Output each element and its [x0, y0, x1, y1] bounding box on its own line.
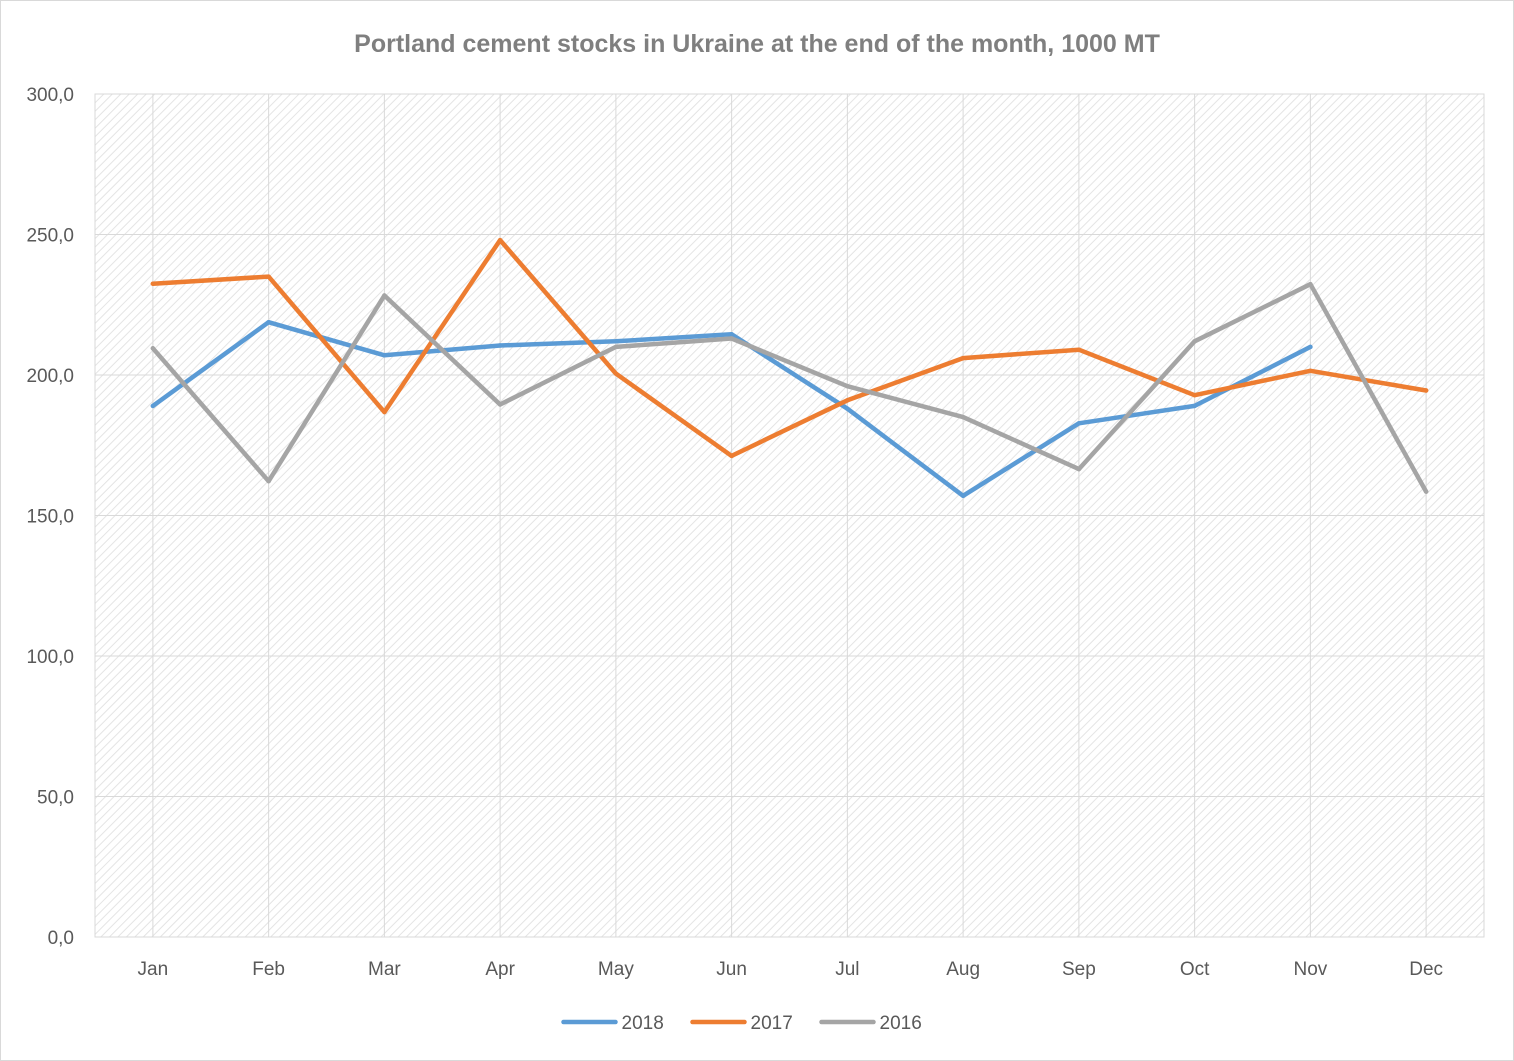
data-point-2016-Apr [497, 402, 503, 407]
data-point-2016-Nov [1308, 282, 1313, 287]
legend-label-2018: 2018 [622, 1013, 664, 1034]
data-point-2016-Jan [150, 346, 156, 351]
x-tick-label: Jul [835, 959, 859, 980]
data-point-2016-Feb [266, 479, 271, 484]
series-line-2017 [150, 237, 1429, 459]
x-tick-label: Jun [716, 959, 747, 980]
data-point-2017-Dec [1423, 388, 1429, 393]
data-point-2017-Nov [1308, 368, 1313, 373]
data-point-2018-Jun [729, 332, 734, 337]
x-tick-label: Jan [138, 959, 169, 980]
y-tick-label: 150,0 [26, 507, 74, 528]
data-point-2017-Feb [266, 274, 271, 279]
series-lines [150, 237, 1429, 499]
x-tick-label: Apr [485, 959, 515, 980]
x-tick-label: Nov [1293, 959, 1327, 980]
data-point-2016-Dec [1423, 489, 1429, 494]
gridlines [95, 93, 1484, 938]
data-point-2018-Aug [960, 493, 966, 499]
data-point-2018-Sep [1076, 421, 1082, 426]
data-point-2017-Apr [497, 237, 503, 243]
data-point-2016-May [613, 344, 619, 350]
series-line-2016 [150, 281, 1429, 494]
data-point-2016-Aug [960, 414, 966, 420]
legend-label-2017: 2017 [751, 1013, 793, 1034]
x-tick-label: Sep [1062, 959, 1096, 980]
x-tick-label: Feb [252, 959, 285, 980]
y-tick-label: 100,0 [26, 647, 74, 668]
data-point-2017-May [613, 371, 619, 376]
x-tick-label: Dec [1409, 959, 1443, 980]
x-tick-label: Mar [368, 959, 401, 980]
plot-border [94, 93, 1485, 938]
x-tick-label: May [598, 959, 634, 980]
data-point-2018-Jul [845, 406, 850, 411]
data-point-2018-Mar [382, 353, 387, 358]
y-tick-label: 300,0 [26, 85, 74, 106]
data-point-2018-Apr [497, 343, 503, 348]
data-point-2017-Oct [1192, 393, 1197, 398]
data-point-2017-Sep [1076, 347, 1082, 352]
y-tick-label: 50,0 [37, 788, 74, 809]
data-point-2016-Jul [845, 384, 850, 389]
data-point-2017-Mar [382, 409, 387, 415]
legend-label-2016: 2016 [880, 1013, 922, 1034]
y-tick-label: 250,0 [26, 226, 74, 247]
data-point-2016-Jun [729, 336, 734, 341]
data-point-2016-Sep [1076, 466, 1082, 472]
data-point-2016-Oct [1192, 339, 1197, 344]
legend: 2018 2017 2016 [561, 1013, 922, 1034]
data-point-2017-Jan [150, 281, 156, 286]
data-point-2018-May [613, 339, 619, 344]
data-point-2016-Mar [382, 293, 387, 298]
data-point-2018-Jan [150, 403, 156, 409]
y-tick-label: 200,0 [26, 366, 74, 387]
data-point-2017-Jun [729, 453, 734, 459]
data-point-2018-Nov [1308, 344, 1313, 350]
y-tick-label: 0,0 [48, 928, 74, 949]
data-point-2017-Aug [960, 355, 966, 361]
data-point-2018-Oct [1192, 403, 1197, 409]
x-tick-label: Aug [946, 959, 980, 980]
data-point-2018-Feb [266, 319, 271, 325]
x-tick-label: Oct [1180, 959, 1210, 980]
data-point-2017-Jul [845, 398, 850, 403]
chart-title: Portland cement stocks in Ukraine at the… [354, 30, 1160, 58]
axes: 0,0 50,0 100,0 150,0 200,0 250,0 300,0 Jan Feb Ma… [26, 85, 1485, 980]
